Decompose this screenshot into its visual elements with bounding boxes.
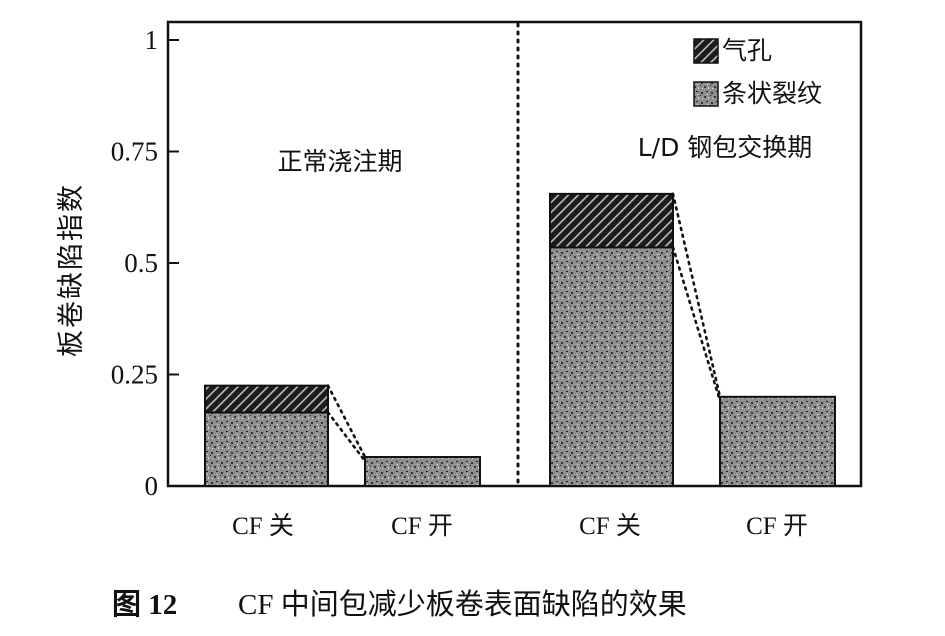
x-category-label: CF 开	[391, 513, 453, 540]
x-category-label: CF 关	[232, 512, 294, 540]
bar-layer	[204, 192, 836, 488]
bar-crack	[549, 246, 674, 487]
y-axis-label: 板卷缺陷指数	[56, 183, 87, 357]
connector-layer	[326, 192, 722, 463]
bar-crack	[204, 411, 329, 487]
y-tick-label: 0	[145, 471, 159, 501]
category-labels: CF 关 CF 开 CF 关 CF 开	[232, 512, 808, 540]
bar-crack	[364, 456, 481, 488]
bar-connector	[671, 246, 722, 403]
bar-pore	[549, 192, 674, 249]
y-tick-label: 0.75	[111, 137, 158, 167]
figure-number: 图 12	[112, 589, 177, 621]
legend: 气孔 条状裂纹	[693, 36, 822, 108]
bar-connector	[671, 192, 722, 399]
y-tick-label: 0.25	[111, 360, 158, 390]
legend-label-crack: 条状裂纹	[722, 79, 822, 108]
group-labels: 正常浇注期 L/D 钢包交换期	[277, 133, 812, 176]
figure-caption: 图 12 CF 中间包减少板卷表面缺陷的效果	[112, 588, 687, 621]
legend-swatch-crack	[693, 81, 719, 107]
plot-frame	[166, 20, 863, 488]
bar-pore	[204, 384, 329, 414]
figure-caption-text: CF 中间包减少板卷表面缺陷的效果	[238, 588, 687, 621]
legend-label-pore: 气孔	[722, 36, 772, 65]
y-tick-label: 0.5	[124, 248, 158, 278]
bar-crack	[719, 395, 836, 487]
group-label: 正常浇注期	[277, 147, 402, 176]
group-label: L/D 钢包交换期	[638, 133, 813, 162]
y-axis-ticks: 0 0.25 0.5 0.75 1	[111, 25, 179, 501]
y-tick-label: 1	[145, 25, 159, 55]
bar-connector	[326, 384, 367, 459]
bar-connector	[326, 411, 367, 463]
x-category-label: CF 开	[746, 513, 808, 540]
legend-swatch-pore	[693, 38, 719, 64]
x-category-label: CF 关	[579, 512, 641, 540]
